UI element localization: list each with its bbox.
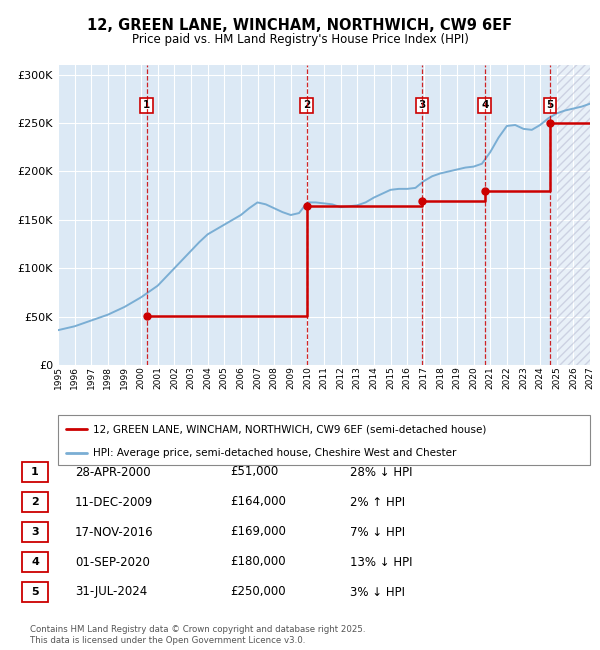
Text: 31-JUL-2024: 31-JUL-2024 — [75, 586, 147, 599]
Text: 1: 1 — [143, 101, 150, 111]
Text: 5: 5 — [31, 587, 39, 597]
Text: 4: 4 — [481, 101, 488, 111]
Bar — [557, 65, 590, 365]
Text: Price paid vs. HM Land Registry's House Price Index (HPI): Price paid vs. HM Land Registry's House … — [131, 32, 469, 46]
Text: 1: 1 — [31, 467, 39, 477]
FancyBboxPatch shape — [22, 552, 47, 572]
Text: £51,000: £51,000 — [230, 465, 278, 478]
Text: 01-SEP-2020: 01-SEP-2020 — [75, 556, 150, 569]
Text: £164,000: £164,000 — [230, 495, 286, 508]
Text: 12, GREEN LANE, WINCHAM, NORTHWICH, CW9 6EF (semi-detached house): 12, GREEN LANE, WINCHAM, NORTHWICH, CW9 … — [92, 424, 486, 434]
Text: £180,000: £180,000 — [230, 556, 286, 569]
FancyBboxPatch shape — [22, 582, 47, 602]
FancyBboxPatch shape — [22, 492, 47, 512]
Text: 3: 3 — [418, 101, 425, 111]
Text: HPI: Average price, semi-detached house, Cheshire West and Chester: HPI: Average price, semi-detached house,… — [92, 447, 456, 458]
Text: 3: 3 — [31, 527, 39, 537]
Text: 28% ↓ HPI: 28% ↓ HPI — [350, 465, 413, 478]
Text: 2: 2 — [31, 497, 39, 507]
Text: 17-NOV-2016: 17-NOV-2016 — [75, 525, 154, 538]
Text: 3% ↓ HPI: 3% ↓ HPI — [350, 586, 405, 599]
Text: 7% ↓ HPI: 7% ↓ HPI — [350, 525, 405, 538]
Text: £169,000: £169,000 — [230, 525, 286, 538]
Text: 28-APR-2000: 28-APR-2000 — [75, 465, 151, 478]
Text: £250,000: £250,000 — [230, 586, 286, 599]
Text: 12, GREEN LANE, WINCHAM, NORTHWICH, CW9 6EF: 12, GREEN LANE, WINCHAM, NORTHWICH, CW9 … — [88, 18, 512, 34]
FancyBboxPatch shape — [22, 522, 47, 542]
Text: 4: 4 — [31, 557, 39, 567]
Text: Contains HM Land Registry data © Crown copyright and database right 2025.
This d: Contains HM Land Registry data © Crown c… — [30, 625, 365, 645]
Text: 13% ↓ HPI: 13% ↓ HPI — [350, 556, 413, 569]
Text: 2: 2 — [303, 101, 310, 111]
FancyBboxPatch shape — [58, 415, 590, 465]
Text: 11-DEC-2009: 11-DEC-2009 — [75, 495, 153, 508]
FancyBboxPatch shape — [22, 462, 47, 482]
Text: 5: 5 — [546, 101, 553, 111]
Text: 2% ↑ HPI: 2% ↑ HPI — [350, 495, 405, 508]
